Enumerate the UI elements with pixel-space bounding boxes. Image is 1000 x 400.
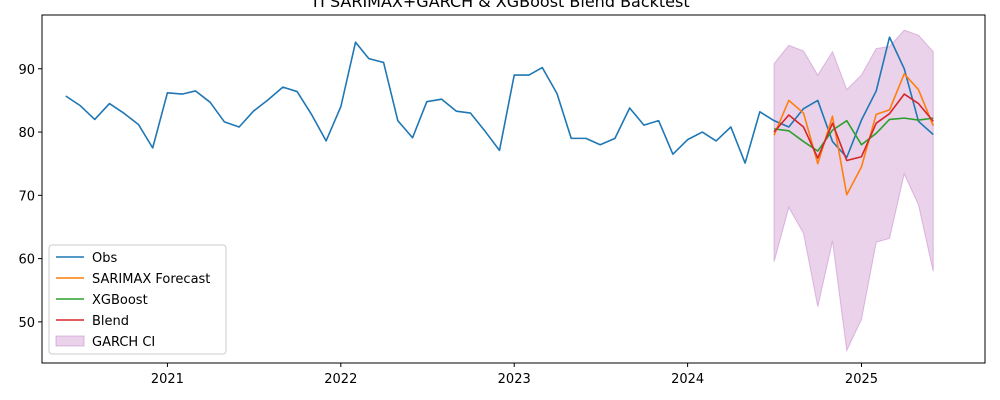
x-tick-label: 2023: [498, 372, 531, 387]
legend: Obs SARIMAX Forecast XGBoost Blend GARCH CI: [48, 244, 227, 355]
plot-frame: [41, 14, 986, 364]
y-tick-label: 70: [18, 189, 35, 204]
legend-swatch-garch-ci: [55, 335, 85, 347]
legend-box: [48, 244, 227, 355]
legend-label-garch-ci: GARCH CI: [92, 335, 155, 350]
x-tick-label: 2025: [845, 372, 878, 387]
x-tick-label: 2022: [324, 372, 357, 387]
garch-ci-band: [773, 29, 934, 353]
y-axis: 50 60 70 80 90: [18, 63, 42, 331]
x-tick-label: 2024: [671, 372, 704, 387]
legend-label-sarimax-forecast: SARIMAX Forecast: [92, 272, 210, 287]
legend-label-blend: Blend: [92, 314, 129, 329]
y-tick-label: 80: [18, 126, 35, 141]
x-axis: 2021 2022 2023 2024 2025: [151, 363, 878, 387]
obs-series-line: [65, 36, 934, 164]
y-tick-label: 50: [18, 316, 35, 331]
xgboost-series-line: [773, 117, 934, 152]
y-tick-label: 90: [18, 63, 35, 78]
blend-series-line: [773, 93, 934, 162]
x-tick-label: 2021: [151, 372, 184, 387]
legend-label-obs: Obs: [92, 251, 117, 266]
sarimax-forecast-series-line: [773, 73, 934, 196]
y-tick-label: 60: [18, 253, 35, 268]
plot-area: [65, 29, 934, 353]
chart-title: TI SARIMAX+GARCH & XGBoost Blend Backtes…: [309, 0, 689, 11]
legend-label-xgboost: XGBoost: [92, 293, 148, 308]
